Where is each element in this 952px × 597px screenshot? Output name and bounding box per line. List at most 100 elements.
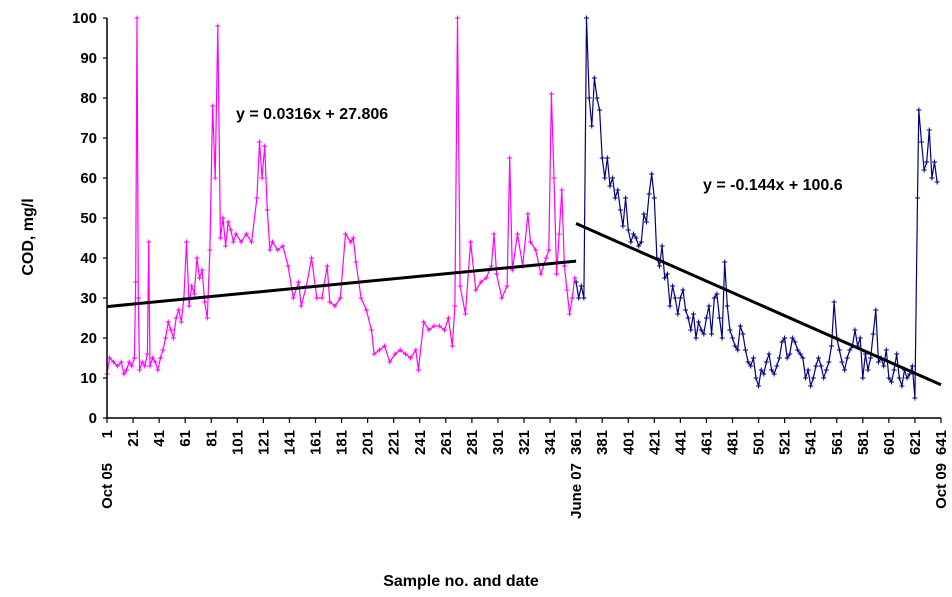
series-2-point-96: [821, 375, 827, 381]
y-tick-label-0: 0: [89, 410, 97, 427]
x-tick-label-301: 301: [490, 430, 507, 455]
x-axis-title: Sample no. and date: [383, 573, 539, 590]
x-tick-label-641: 641: [933, 430, 950, 455]
series-2-point-61: [730, 335, 735, 341]
series-2-point-42: [680, 287, 686, 293]
series-2-point-125: [896, 375, 902, 381]
series-2-point-39: [672, 295, 678, 301]
trendline-layer: [106, 222, 942, 387]
x-tick-label-521: 521: [777, 430, 794, 455]
series-1-point-99: [445, 315, 451, 321]
series-2-point-64: [737, 323, 743, 329]
series-1-point-62: [270, 239, 275, 245]
series-2-point-34: [659, 243, 665, 249]
series-1-point-130: [564, 287, 570, 293]
series-2-point-128: [904, 375, 910, 381]
series-2-point-140: [934, 179, 940, 185]
x-tick-label-121: 121: [255, 430, 272, 455]
series-1-point-126: [554, 271, 560, 277]
series-2-point-60: [727, 327, 733, 333]
series-2-point-29: [646, 191, 652, 197]
x-tick-label-341: 341: [542, 430, 559, 455]
series-2-point-86: [795, 347, 801, 353]
series-1-point-22: [155, 367, 161, 373]
series-2-point-100: [831, 299, 837, 305]
trendline-1: [106, 259, 577, 309]
series-1-point-124: [548, 91, 554, 97]
series-2-point-1: [573, 279, 579, 285]
y-tick-label-40: 40: [80, 250, 97, 267]
series-2-point-106: [847, 347, 853, 353]
series-1-point-61: [267, 247, 273, 253]
series-2-line: [575, 17, 938, 399]
series-1-line: [106, 17, 576, 376]
series-1-point-17: [144, 351, 150, 357]
series-2-point-67: [745, 359, 751, 365]
series-2-point-85: [792, 339, 798, 345]
series-1-point-78: [348, 239, 354, 245]
series-2-point-114: [868, 355, 874, 361]
series-1-point-50: [228, 227, 234, 233]
series-1-point-25: [163, 335, 169, 341]
series-1-point-66: [290, 295, 296, 301]
series-1-point-27: [168, 327, 174, 333]
trendline-1-equation: y = 0.0316x + 27.806: [236, 106, 388, 123]
series-2-point-91: [808, 383, 814, 389]
series-1-point-48: [223, 243, 229, 249]
y-tick-label-70: 70: [80, 130, 97, 147]
series-1-point-98: [442, 327, 447, 333]
series-1-point-128: [559, 187, 565, 193]
series-1-point-92: [413, 347, 419, 353]
series-1-point-56: [254, 195, 260, 201]
series-1-point-87: [387, 359, 393, 365]
series-2-point-131: [912, 395, 918, 401]
x-tick-label-1: 1: [99, 430, 116, 438]
series-2-point-25: [636, 243, 642, 249]
series-1-point-118: [525, 211, 531, 217]
series-2-point-33: [657, 263, 662, 269]
x-tick-label-161: 161: [308, 430, 325, 455]
series-1-point-112: [499, 295, 505, 301]
x-tick-label-141: 141: [281, 430, 298, 455]
series-1-point-129: [561, 263, 567, 269]
series-1-point-110: [491, 231, 497, 237]
series-1-point-75: [332, 303, 338, 309]
series-1-point-122: [543, 255, 549, 261]
series-2-point-66: [743, 347, 748, 353]
x-tick-label-481: 481: [725, 430, 742, 455]
series-1-point-4: [114, 363, 120, 369]
date-label-2: June 07: [568, 463, 585, 519]
series-2-point-95: [818, 363, 824, 369]
series-2-point-108: [852, 327, 858, 333]
series-1-point-72: [319, 295, 325, 301]
series-1-point-12: [134, 15, 140, 21]
series-2-point-57: [719, 335, 725, 341]
series-1-point-64: [280, 243, 286, 249]
series-2-point-6: [586, 95, 592, 101]
x-tick-label-441: 441: [672, 430, 689, 455]
series-2-point-43: [683, 307, 689, 313]
series-1-point-49: [225, 219, 231, 225]
series-1-point-39: [199, 267, 205, 273]
series-1-point-76: [337, 295, 343, 301]
series-2-point-36: [664, 271, 670, 277]
series-2-point-45: [688, 327, 694, 333]
series-1-point-41: [204, 315, 210, 321]
series-2-point-53: [709, 331, 715, 337]
series-1-point-80: [353, 259, 359, 265]
series-1-point-38: [197, 275, 202, 281]
series-1-point-34: [186, 303, 192, 309]
series-1-point-95: [426, 327, 432, 333]
series-2-point-134: [919, 139, 924, 145]
series-1-point-2: [107, 355, 113, 361]
series-2-point-99: [829, 343, 834, 349]
series-1-point-83: [369, 327, 374, 333]
series-2-point-72: [758, 367, 764, 373]
x-tick-label-321: 321: [516, 430, 533, 455]
series-1-point-108: [483, 275, 489, 281]
series-2-point-71: [756, 383, 762, 389]
series-2-point-82: [784, 355, 790, 361]
series-2-point-81: [782, 335, 788, 341]
series-1-point-8: [126, 359, 132, 365]
